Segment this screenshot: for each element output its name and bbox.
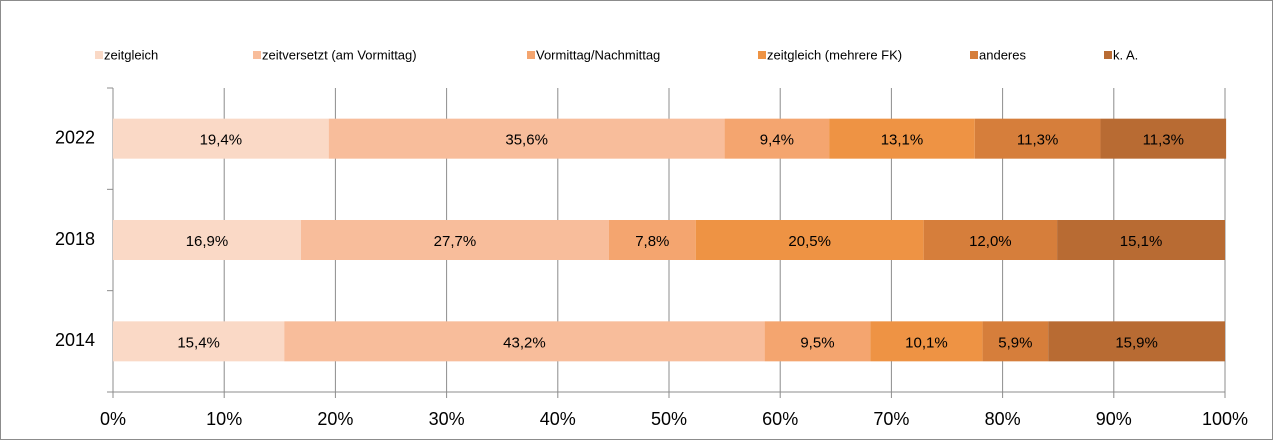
data-label: 11,3% <box>1143 132 1184 149</box>
data-label: 7,8% <box>635 233 669 250</box>
bar-segment <box>1100 118 1227 159</box>
data-label: 9,5% <box>800 334 834 351</box>
data-label: 19,4% <box>200 132 243 149</box>
legend-swatch <box>1104 51 1112 59</box>
data-label: 16,9% <box>186 233 229 250</box>
bar-segment <box>113 118 329 159</box>
x-tick-label: 100% <box>1202 409 1248 429</box>
x-tick-label: 20% <box>317 409 353 429</box>
bar-segment <box>829 118 975 159</box>
legend-label: k. A. <box>1113 47 1138 62</box>
data-label: 11,3% <box>1017 132 1058 149</box>
data-label: 20,5% <box>788 233 831 250</box>
data-label: 43,2% <box>503 334 546 351</box>
data-label: 15,4% <box>177 334 220 351</box>
bar-segment <box>1048 321 1225 362</box>
x-tick-label: 80% <box>985 409 1021 429</box>
data-label: 5,9% <box>998 334 1032 351</box>
x-tick-label: 50% <box>651 409 687 429</box>
y-tick-label: 2022 <box>55 127 95 147</box>
x-tick-label: 10% <box>206 409 242 429</box>
bar-segment <box>764 321 871 362</box>
x-tick-label: 60% <box>762 409 798 429</box>
legend-label: Vormittag/Nachmittag <box>536 47 660 62</box>
data-label: 15,1% <box>1120 233 1163 250</box>
legend-label: anderes <box>979 47 1026 62</box>
legend-swatch <box>95 51 103 59</box>
data-label: 10,1% <box>905 334 948 351</box>
data-label: 13,1% <box>881 132 924 149</box>
legend-swatch <box>758 51 766 59</box>
bar-segment <box>113 321 285 362</box>
x-tick-label: 30% <box>429 409 465 429</box>
bar-segment <box>870 321 983 362</box>
bar-segment <box>695 220 924 260</box>
legend-swatch <box>970 51 978 59</box>
legend-label: zeitversetzt (am Vormittag) <box>262 47 417 62</box>
y-tick-label: 2018 <box>55 229 95 249</box>
bar-segment <box>113 220 301 260</box>
bar-segment <box>982 321 1049 362</box>
legend-swatch <box>253 51 261 59</box>
bar-segment <box>1057 220 1225 260</box>
x-tick-label: 90% <box>1096 409 1132 429</box>
bar-segment <box>724 118 830 159</box>
bar-segment <box>923 220 1058 260</box>
data-label: 27,7% <box>434 233 477 250</box>
legend-label: zeitgleich (mehrere FK) <box>767 47 902 62</box>
x-tick-label: 70% <box>873 409 909 429</box>
data-label: 15,9% <box>1115 334 1158 351</box>
legend-swatch <box>527 51 535 59</box>
y-tick-label: 2014 <box>55 330 95 350</box>
bar-segment <box>284 321 765 362</box>
x-tick-label: 40% <box>540 409 576 429</box>
bar-segment <box>300 220 609 260</box>
bar-segment <box>974 118 1101 159</box>
bar-segment <box>328 118 725 159</box>
legend-label: zeitgleich <box>104 47 158 62</box>
data-label: 12,0% <box>969 233 1012 250</box>
bar-segment <box>608 220 696 260</box>
x-tick-label: 0% <box>100 409 126 429</box>
data-label: 35,6% <box>505 132 548 149</box>
data-label: 9,4% <box>760 132 794 149</box>
